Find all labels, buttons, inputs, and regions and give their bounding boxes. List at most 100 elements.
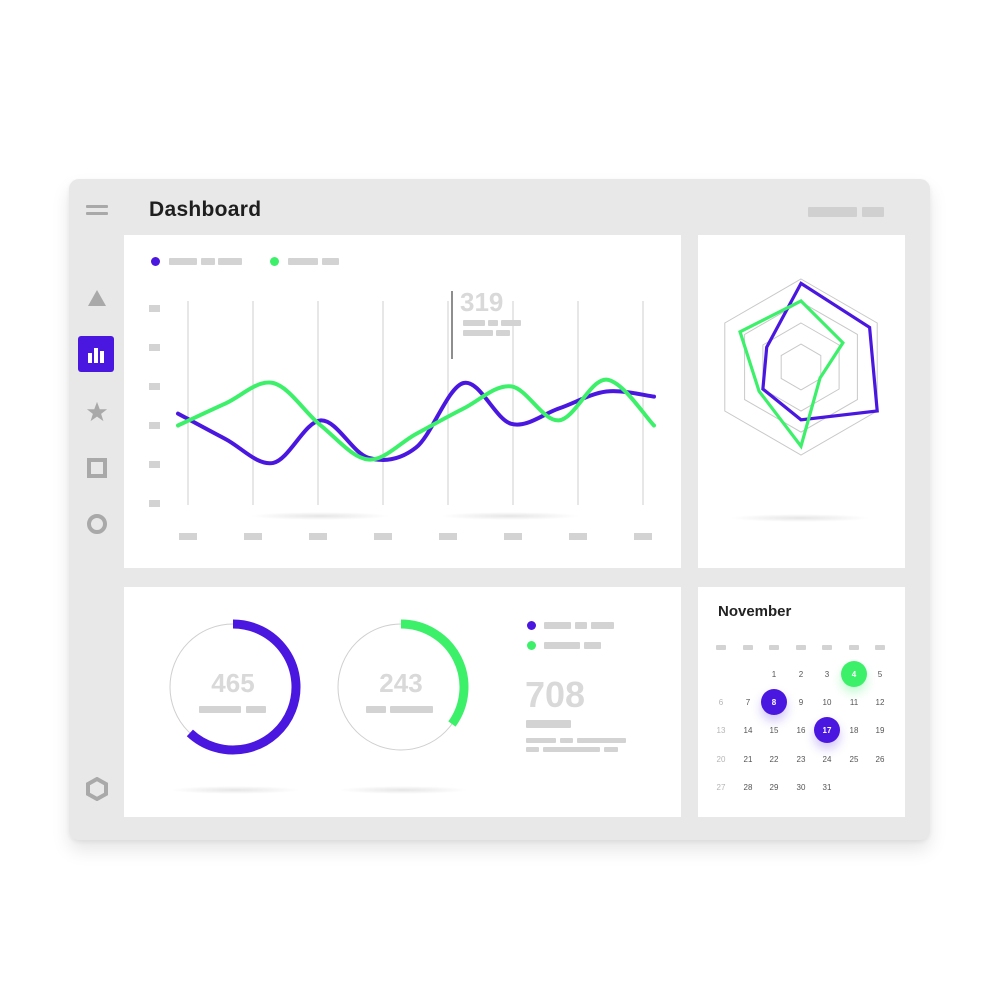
donut-shadow (338, 786, 468, 794)
calendar-day[interactable]: 15 (769, 725, 779, 735)
weekday-placeholder (743, 645, 753, 650)
legend-label-placeholder (544, 622, 571, 629)
legend-label-placeholder (288, 258, 318, 265)
radar-chart (724, 278, 879, 456)
donut-chart-243 (337, 619, 469, 751)
calendar-day[interactable]: 10 (822, 697, 832, 707)
header-placeholder-bar (808, 207, 857, 217)
donut-caption-placeholder (199, 706, 241, 713)
weekday-placeholder (769, 645, 779, 650)
legend-dot-green (270, 257, 279, 266)
radar-series-0 (761, 281, 879, 422)
calendar-day[interactable]: 8 (761, 689, 787, 715)
donut-arc (186, 619, 301, 755)
donut-caption-placeholder (366, 706, 386, 713)
legend-label-placeholder (575, 622, 587, 629)
calendar-month: November (718, 603, 792, 620)
legend-label-placeholder (218, 258, 242, 265)
radar-grid-ring (762, 322, 840, 412)
x-tick-placeholder (439, 533, 457, 540)
y-tick-placeholder (149, 461, 160, 468)
calendar-day[interactable]: 24 (822, 754, 832, 764)
calendar-day[interactable]: 3 (824, 669, 830, 679)
x-tick-placeholder (374, 533, 392, 540)
calendar-day[interactable]: 6 (718, 697, 724, 707)
x-tick-placeholder (179, 533, 197, 540)
legend-label-placeholder (169, 258, 197, 265)
y-tick-placeholder (149, 422, 160, 429)
weekday-placeholder (875, 645, 885, 650)
calendar-day[interactable]: 26 (875, 754, 885, 764)
calendar-day[interactable]: 28 (743, 782, 753, 792)
line-series-1 (176, 377, 656, 462)
calendar-day[interactable]: 25 (849, 754, 859, 764)
calendar-day[interactable]: 19 (875, 725, 885, 735)
line-series-0 (176, 380, 656, 466)
donut-value: 465 (211, 668, 255, 698)
highlight-caption-placeholder (488, 320, 498, 326)
calendar-day[interactable]: 11 (849, 697, 859, 707)
legend-label-placeholder (201, 258, 215, 265)
highlight-caption-placeholder (463, 330, 493, 336)
summary-text-placeholder (526, 738, 556, 743)
calendar-day[interactable]: 20 (716, 754, 726, 764)
triangle-icon[interactable] (84, 285, 110, 311)
hexagon-icon[interactable] (84, 776, 110, 802)
legend-label-placeholder (544, 642, 580, 649)
highlight-caption-placeholder (501, 320, 521, 326)
x-tick-placeholder (634, 533, 652, 540)
highlight-caption-placeholder (463, 320, 485, 326)
radar-grid-ring (724, 278, 878, 456)
calendar-day[interactable]: 18 (849, 725, 859, 735)
calendar-day[interactable]: 2 (798, 669, 804, 679)
chart-shadow (440, 512, 580, 520)
line-chart (149, 291, 656, 540)
radar-shadow (730, 514, 870, 522)
calendar-day[interactable]: 14 (743, 725, 753, 735)
y-tick-placeholder (149, 500, 160, 507)
legend-dot-purple (151, 257, 160, 266)
weekday-placeholder (822, 645, 832, 650)
square-icon[interactable] (84, 455, 110, 481)
weekday-placeholder (796, 645, 806, 650)
y-tick-placeholder (149, 344, 160, 351)
calendar-day[interactable]: 16 (796, 725, 806, 735)
calendar-day[interactable]: 4 (841, 661, 867, 687)
donut-caption-placeholder (390, 706, 433, 713)
summary-text-placeholder (604, 747, 618, 752)
calendar-day[interactable]: 31 (822, 782, 832, 792)
hamburger-menu-icon[interactable] (86, 205, 108, 219)
header-placeholder-bar (862, 207, 884, 217)
calendar-day[interactable]: 5 (877, 669, 883, 679)
calendar-day[interactable]: 22 (769, 754, 779, 764)
calendar-day[interactable]: 23 (796, 754, 806, 764)
circle-icon[interactable] (84, 511, 110, 537)
calendar-day[interactable]: 29 (769, 782, 779, 792)
y-tick-placeholder (149, 305, 160, 312)
weekday-placeholder (716, 645, 726, 650)
legend-label-placeholder (322, 258, 339, 265)
x-tick-placeholder (244, 533, 262, 540)
line-chart-panel (124, 235, 681, 568)
summary-caption-placeholder (526, 720, 571, 728)
x-tick-placeholder (504, 533, 522, 540)
summary-text-placeholder (543, 747, 600, 752)
calendar-panel (698, 587, 905, 817)
weekday-placeholder (849, 645, 859, 650)
page-title: Dashboard (149, 198, 262, 221)
calendar-day[interactable]: 7 (745, 697, 751, 707)
calendar-day[interactable]: 1 (771, 669, 777, 679)
highlight-caption-placeholder (496, 330, 510, 336)
summary-value: 708 (525, 674, 586, 715)
calendar-day[interactable]: 9 (798, 697, 804, 707)
bar-chart-icon[interactable] (78, 336, 114, 372)
calendar-day[interactable]: 21 (743, 754, 753, 764)
donut-arc (400, 619, 469, 727)
star-icon[interactable] (84, 399, 110, 425)
calendar-day[interactable]: 30 (796, 782, 806, 792)
calendar-day[interactable]: 17 (814, 717, 840, 743)
calendar-day[interactable]: 27 (716, 782, 726, 792)
calendar-day[interactable]: 12 (875, 697, 885, 707)
radar-series-1 (738, 299, 845, 450)
calendar-day[interactable]: 13 (716, 725, 726, 735)
